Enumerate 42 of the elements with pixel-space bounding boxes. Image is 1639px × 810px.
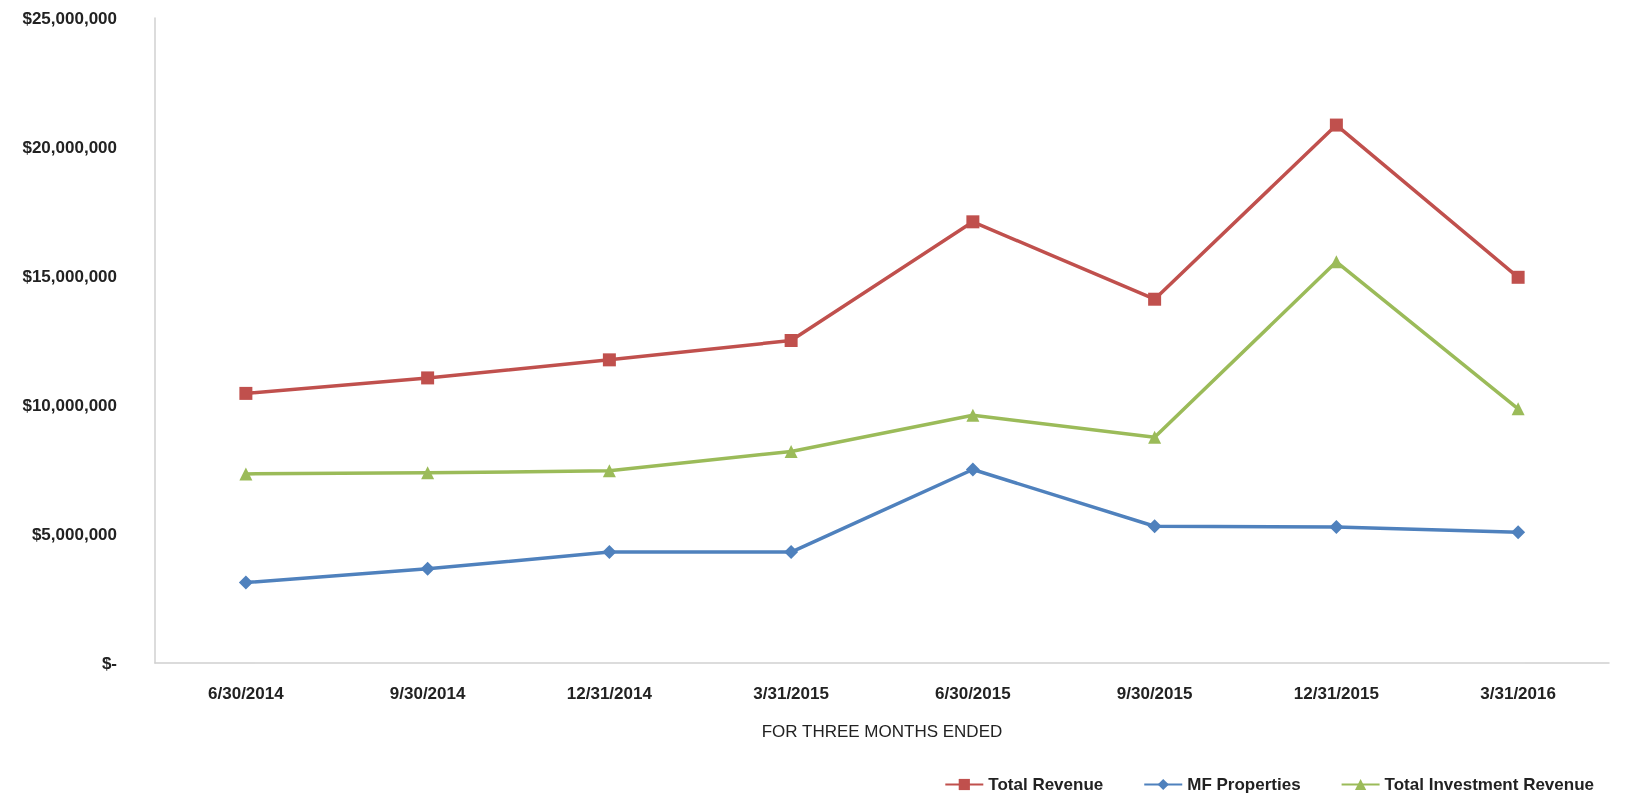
point: [602, 353, 616, 367]
point: [784, 545, 799, 560]
point: [602, 545, 617, 560]
legend-label: Total Investment Revenue: [1384, 775, 1594, 794]
point: [1147, 519, 1162, 534]
point: [238, 575, 253, 590]
x-tick-label: 6/30/2014: [208, 684, 285, 703]
point: [602, 464, 616, 478]
point: [965, 462, 980, 477]
point: [1329, 255, 1343, 269]
point: [420, 561, 435, 576]
x-tick-label: 12/31/2015: [1293, 684, 1379, 703]
y-tick-label: $20,000,000: [22, 137, 117, 157]
point: [1511, 525, 1526, 540]
point: [1148, 292, 1162, 306]
point: [966, 215, 980, 229]
point: [239, 467, 253, 481]
y-tick-label: $10,000,000: [22, 395, 117, 415]
x-tick-label: 12/31/2014: [566, 684, 653, 703]
x-tick-label: 9/30/2014: [389, 684, 466, 703]
point: [1511, 402, 1525, 416]
point: [966, 408, 980, 422]
legend-label: Total Revenue: [988, 775, 1104, 794]
y-tick-label: $15,000,000: [22, 266, 117, 286]
point: [421, 371, 435, 385]
point: [784, 444, 798, 458]
y-tick-label: $-: [101, 653, 117, 673]
x-tick-label: 6/30/2015: [935, 684, 1011, 703]
point: [784, 334, 798, 347]
point: [1511, 270, 1525, 284]
x-tick-label: 3/31/2016: [1480, 684, 1556, 703]
legend-label: MF Properties: [1187, 775, 1301, 794]
point: [1329, 520, 1344, 535]
y-tick-label: $5,000,000: [31, 524, 117, 544]
point: [239, 386, 253, 400]
point: [1329, 118, 1343, 132]
point: [421, 466, 435, 480]
y-tick-label: $25,000,000: [22, 8, 117, 28]
x-tick-label: 9/30/2015: [1116, 684, 1193, 703]
x-tick-label: 3/31/2015: [753, 684, 829, 703]
point: [1148, 430, 1162, 444]
x-axis-title: FOR THREE MONTHS ENDED: [761, 722, 1003, 741]
